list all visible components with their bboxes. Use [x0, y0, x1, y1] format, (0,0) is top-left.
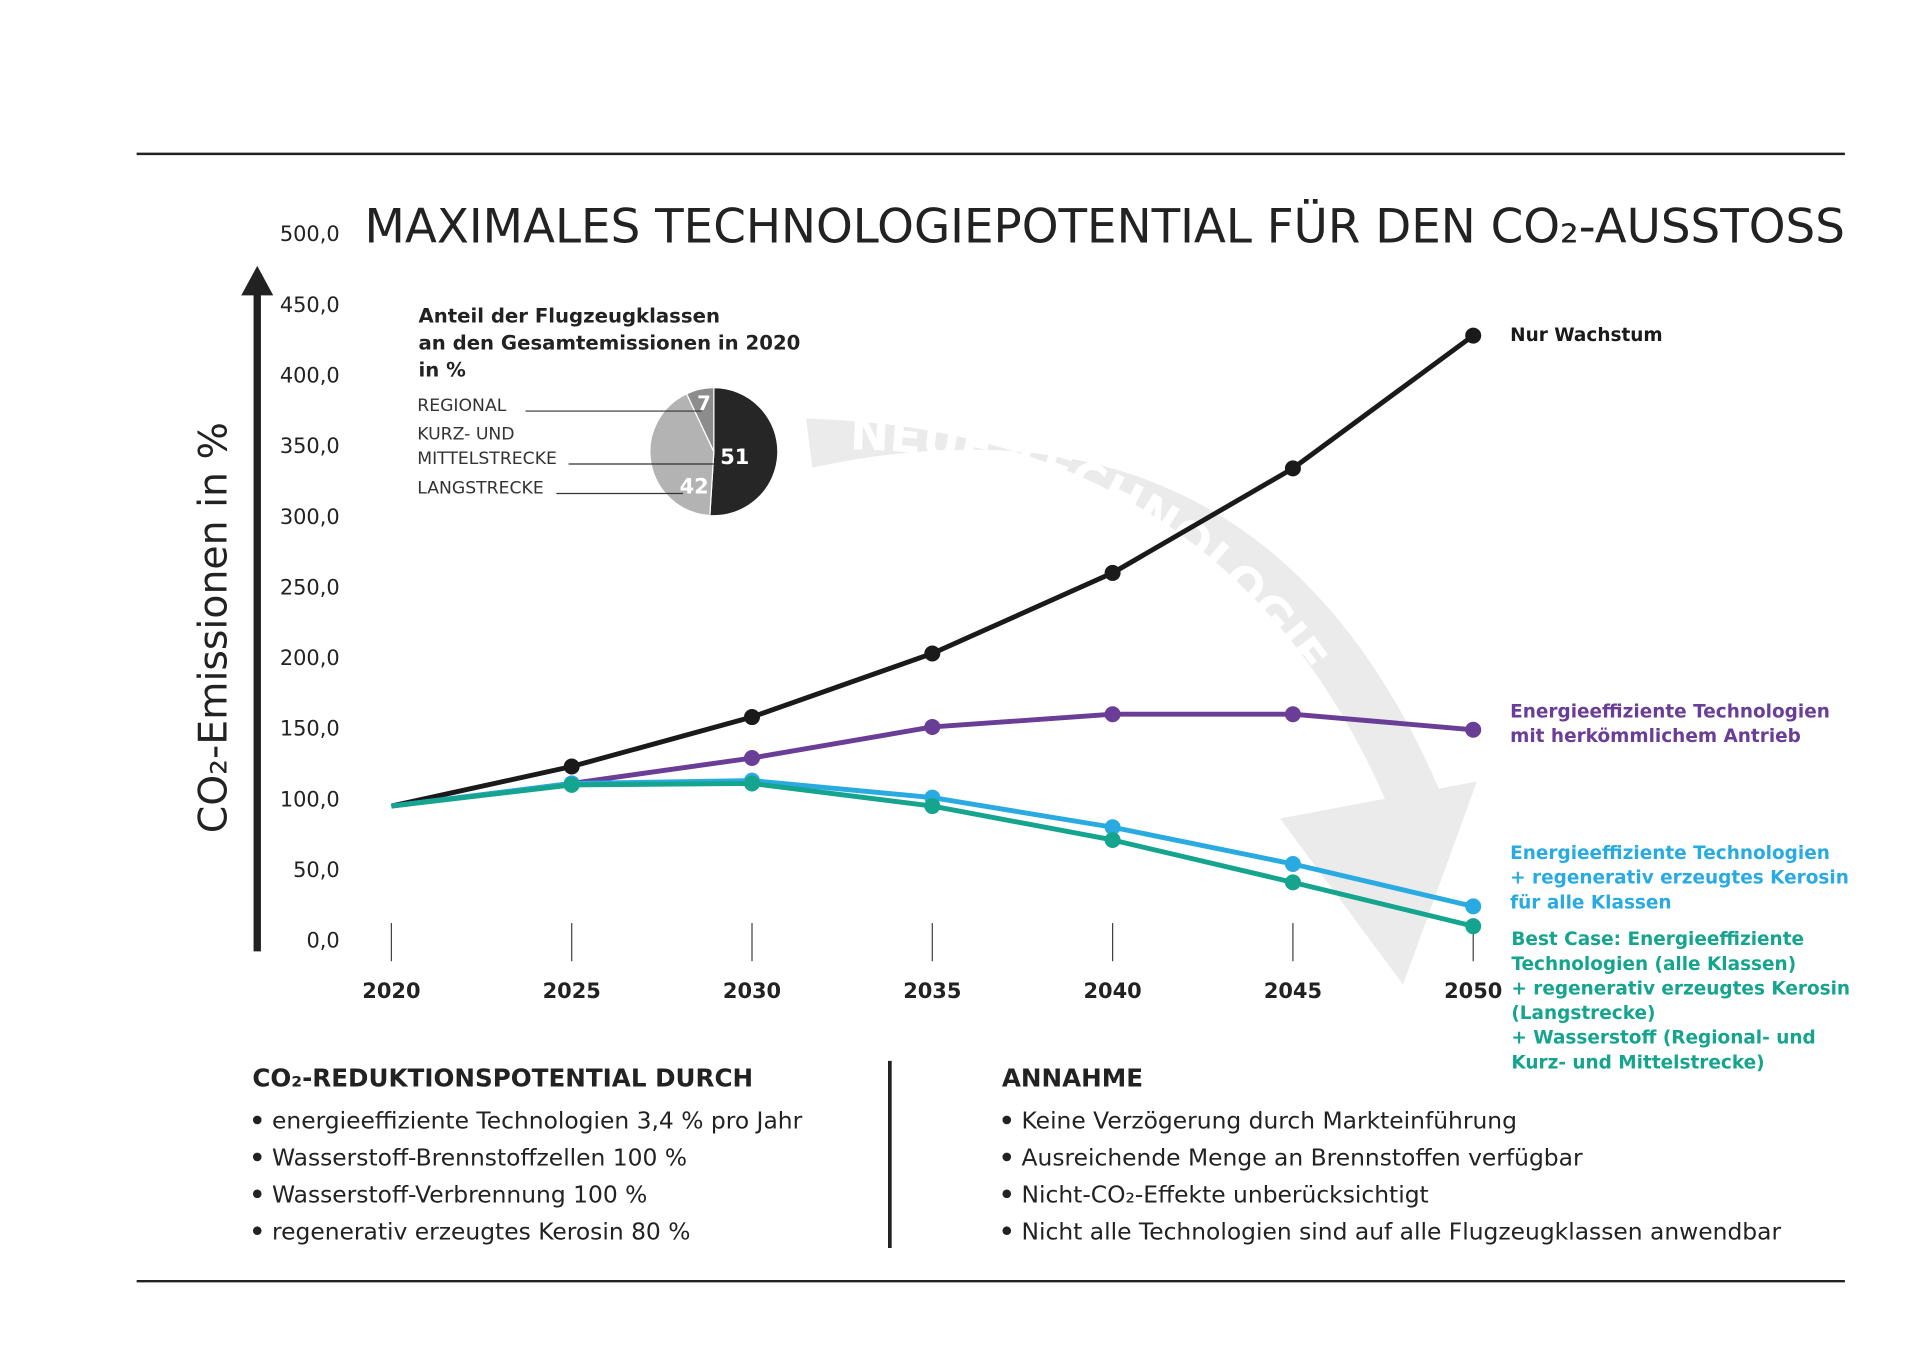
y-tick-label: 400,0 [280, 364, 340, 388]
pie-title: Anteil der Flugzeugklassen an den Gesamt… [418, 304, 807, 381]
x-ticks: 2020 2025 2030 2035 2040 2045 2050 [362, 923, 1502, 1003]
footer-left-heading: CO₂-REDUKTIONSPOTENTIAL DURCH [252, 1064, 753, 1093]
list-item: Wasserstoff-Brennstoffzellen 100 % [272, 1144, 687, 1172]
y-tick-label: 500,0 [280, 222, 340, 246]
list-item: Wasserstoff-Verbrennung 100 % [272, 1180, 647, 1208]
data-point [1104, 706, 1121, 723]
y-tick-label: 50,0 [293, 858, 340, 882]
data-point [924, 645, 941, 662]
data-point [744, 750, 761, 767]
y-tick-label: 150,0 [280, 717, 340, 741]
data-point [744, 775, 761, 792]
chart-title: MAXIMALES TECHNOLOGIEPOTENTIAL FÜR DEN C… [365, 199, 1845, 254]
y-axis-arrowhead [241, 265, 274, 296]
data-point [1465, 898, 1482, 915]
data-point [1104, 831, 1121, 848]
data-point [1284, 874, 1301, 891]
bullet-icon [1002, 1152, 1012, 1162]
list-item: energieeffiziente Technologien 3,4 % pro… [272, 1107, 803, 1135]
pie-slice [685, 387, 715, 452]
bullet-icon [252, 1115, 262, 1125]
bullet-icon [252, 1152, 262, 1162]
footer-right-list: Keine Verzögerung durch Markteinführung A… [1002, 1107, 1782, 1245]
bullet-icon [1002, 1115, 1012, 1125]
pie-value-42: 42 [680, 475, 709, 499]
data-point [1465, 721, 1482, 738]
data-point [924, 718, 941, 735]
series-lines [390, 327, 1482, 935]
data-point [1284, 460, 1301, 477]
y-tick-label: 350,0 [280, 434, 340, 458]
list-item: regenerativ erzeugtes Kerosin 80 % [272, 1217, 690, 1245]
y-tick-label: 0,0 [306, 929, 339, 953]
pie-value-51: 51 [720, 445, 749, 469]
x-tick-label: 2025 [543, 979, 601, 1003]
footer-left-list: energieeffiziente Technologien 3,4 % pro… [252, 1107, 803, 1245]
y-tick-label: 200,0 [280, 646, 340, 670]
watermark-arrow: NEUE TECHNOLOGIE [806, 407, 1477, 985]
x-tick-label: 2045 [1264, 979, 1322, 1003]
bullet-icon [1002, 1226, 1012, 1236]
data-point [563, 758, 580, 775]
series-line-0 [390, 333, 1475, 809]
data-point [1465, 918, 1482, 935]
list-item: Ausreichende Menge an Brennstoffen verfü… [1022, 1144, 1583, 1172]
x-tick-label: 2035 [903, 979, 961, 1003]
y-tick-label: 250,0 [280, 575, 340, 599]
data-point [1104, 564, 1121, 581]
data-point [1465, 327, 1482, 344]
bullet-icon [252, 1189, 262, 1199]
footer-right-heading: ANNAHME [1002, 1064, 1143, 1093]
data-point [924, 798, 941, 815]
inset-pie: Anteil der Flugzeugklassen an den Gesamt… [417, 304, 807, 517]
y-axis-label: CO₂-Emissionen in % [190, 422, 236, 833]
list-item: Nicht-CO₂-Effekte unberücksichtigt [1022, 1180, 1429, 1208]
bullet-icon [252, 1226, 262, 1236]
data-point [1284, 855, 1301, 872]
list-item: Nicht alle Technologien sind auf alle Fl… [1022, 1217, 1782, 1245]
data-point [744, 709, 761, 726]
data-point [563, 776, 580, 793]
legend-best-case: Best Case: Energieeffiziente Technologie… [1511, 929, 1856, 1073]
x-tick-label: 2040 [1084, 979, 1142, 1003]
pie-label-langstrecke: LANGSTRECKE [417, 479, 543, 499]
x-tick-label: 2050 [1444, 979, 1502, 1003]
list-item: Keine Verzögerung durch Markteinführung [1022, 1107, 1517, 1135]
pie-value-7: 7 [697, 392, 711, 415]
legend-energieeffizient: Energieeffiziente Technologien mit herkö… [1510, 702, 1836, 748]
bullet-icon [1002, 1189, 1012, 1199]
pie-slice [709, 387, 779, 517]
data-point [1284, 706, 1301, 723]
legend-nur-wachstum: Nur Wachstum [1510, 325, 1663, 346]
data-point [1104, 819, 1121, 836]
y-tick-label: 300,0 [280, 505, 340, 529]
x-tick-label: 2020 [362, 979, 420, 1003]
y-tick-label: 450,0 [280, 293, 340, 317]
y-tick-labels: 0,0 50,0 100,0 150,0 200,0 250,0 300,0 350,0 400… [280, 222, 340, 952]
legend-kerosin: Energieeffiziente Technologien + regener… [1510, 843, 1855, 913]
pie-label-regional: REGIONAL [417, 396, 506, 416]
y-tick-label: 100,0 [280, 787, 340, 811]
x-tick-label: 2030 [723, 979, 781, 1003]
pie-label-kurz-mittel: KURZ- UND MITTELSTRECKE [417, 424, 557, 469]
